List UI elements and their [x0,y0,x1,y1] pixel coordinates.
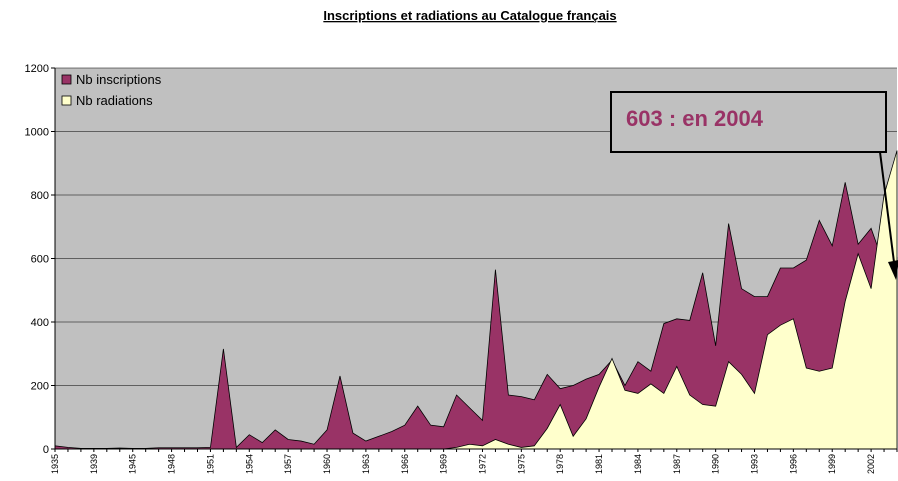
x-tick-label: 1954 [244,454,254,474]
x-tick-label: 1993 [750,454,760,474]
legend-label: Nb inscriptions [76,72,162,87]
annotation: 603 : en 2004 [626,106,764,131]
x-tick-label: 1935 [50,454,60,474]
x-tick-label: 2002 [866,454,876,474]
legend-swatch [61,74,72,85]
x-tick-label: 1948 [167,454,177,474]
y-tick-label: 800 [31,190,49,202]
x-tick-label: 1963 [361,454,371,474]
x-tick-label: 1972 [477,454,487,474]
x-tick-label: 1945 [128,454,138,474]
annotation-arrow [879,151,896,271]
legend-label: Nb radiations [76,93,153,108]
x-tick-label: 1957 [283,454,293,474]
y-tick-label: 1000 [25,127,49,139]
x-tick-label: 1960 [322,454,332,474]
y-tick-label: 1200 [25,63,49,75]
legend: Nb inscriptions Nb radiations [56,69,242,115]
y-tick-label: 600 [31,254,49,266]
y-tick-label: 400 [31,317,49,329]
x-tick-label: 1966 [400,454,410,474]
legend-box [56,69,242,115]
x-tick-label: 1990 [711,454,721,474]
chart-title: Inscriptions et radiations au Catalogue … [323,8,616,23]
area [54,182,898,450]
annotation-box [610,91,887,153]
x-tick-label: 1996 [788,454,798,474]
arrow-head [888,260,898,280]
y-tick-label: 200 [31,381,49,393]
x-tick-label: 1951 [205,454,215,474]
x-tick-label: 1939 [89,454,99,474]
x-tick-label: 1969 [439,454,449,474]
legend-swatch [61,95,72,106]
y-tick-label: 0 [43,444,49,456]
x-tick-label: 1987 [672,454,682,474]
x-tick-label: 1981 [594,454,604,474]
x-tick-label: 1999 [827,454,837,474]
x-tick-label: 1984 [633,454,643,474]
x-tick-label: 1978 [555,454,565,474]
x-tick-label: 1975 [516,454,526,474]
